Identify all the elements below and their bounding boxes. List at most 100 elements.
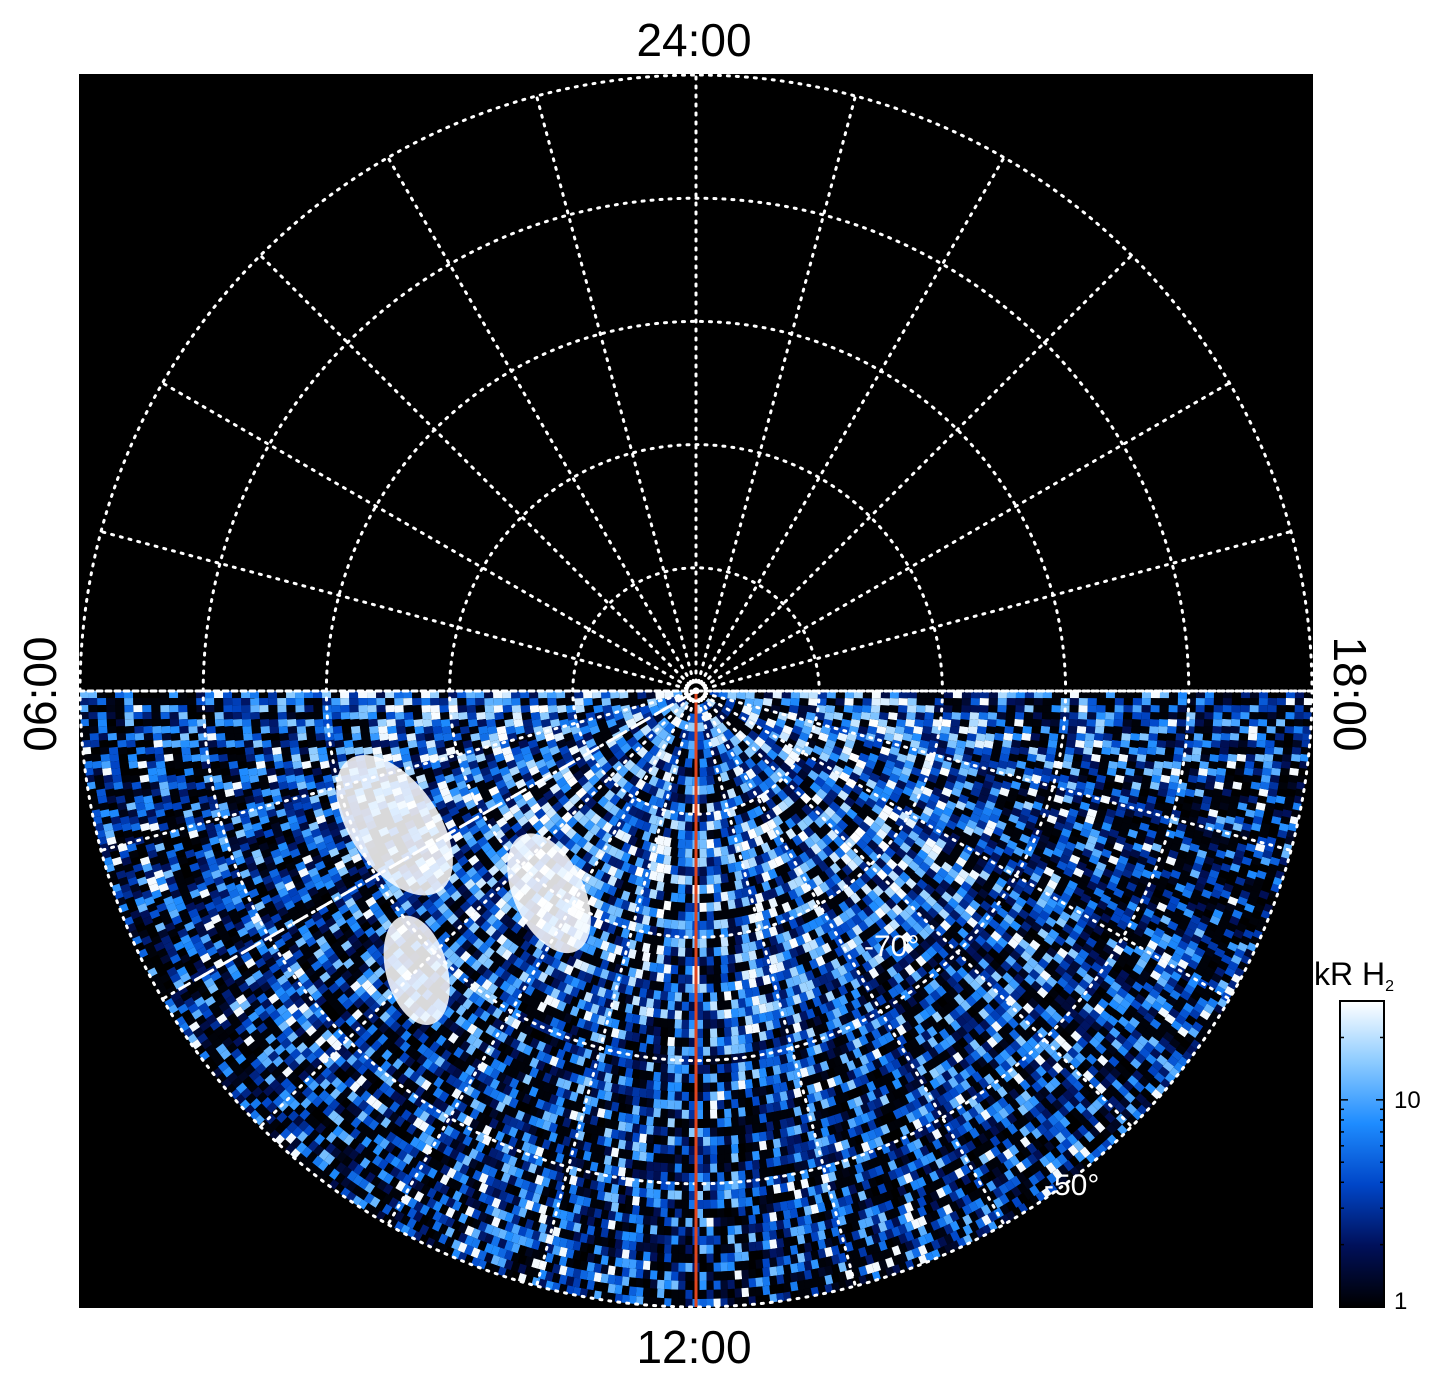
emission-cell [740,840,751,852]
emission-cell [458,786,471,797]
emission-cell [897,711,907,721]
emission-cell [923,718,934,728]
emission-cell [897,829,909,841]
emission-cell [566,776,578,788]
emission-cell [334,739,345,749]
emission-cell [627,902,638,913]
emission-cell [610,697,621,707]
emission-cell [775,737,787,749]
emission-cell [306,732,317,741]
emission-cell [727,844,737,855]
emission-cell [369,732,380,742]
emission-cell [915,818,927,830]
emission-cell [445,746,457,756]
emission-cell [720,891,729,902]
emission-cell [764,776,776,789]
emission-cell [583,830,595,842]
emission-cell [642,740,655,752]
emission-cell [886,829,899,841]
emission-cell [809,781,822,794]
emission-cell [607,865,618,877]
emission-cell [681,1100,690,1110]
emission-cell [543,819,556,831]
emission-cell [810,843,822,855]
emission-cell [911,824,924,836]
emission-cell [442,732,453,742]
emission-cell [826,829,839,841]
emission-cell [663,982,672,992]
emission-cell [479,732,490,742]
emission-cell [674,1073,683,1083]
emission-cell [1094,725,1105,734]
emission-cell [670,883,679,894]
emission-cell [880,691,890,699]
emission-cell [942,712,953,721]
emission-cell [576,847,588,860]
emission-cell [720,845,730,857]
emission-cell [641,896,651,907]
emission-cell [613,906,624,918]
emission-cell [1086,718,1096,727]
emission-cell [620,909,631,921]
emission-cell [547,795,559,807]
emission-cell [1082,746,1093,756]
emission-cell [710,1118,718,1128]
emission-cell [1095,718,1106,727]
emission-cell [737,1107,746,1117]
emission-cell [868,791,881,803]
emission-cell [619,691,629,699]
emission-cell [773,755,785,767]
emission-cell [822,745,834,756]
emission-cell [1047,739,1058,749]
emission-cell [615,718,627,729]
emission-cell [1123,705,1133,713]
emission-cell [667,1118,675,1128]
emission-cell [882,785,894,797]
emission-cell [915,799,928,810]
emission-cell [796,769,809,781]
emission-cell [1015,697,1025,706]
emission-cell [378,732,389,742]
emission-cell [841,864,854,876]
emission-cell [706,793,715,804]
emission-cell [912,805,924,817]
emission-cell [785,768,798,780]
emission-cell [405,726,416,735]
emission-cell [768,897,779,909]
emission-cell [685,983,693,993]
emission-cell [627,873,638,885]
emission-cell [830,812,842,825]
emission-cell [817,860,829,872]
emission-cell [262,746,273,756]
emission-cell [780,872,792,884]
emission-cell [376,704,386,713]
emission-cell [713,874,722,885]
emission-cell [466,691,476,699]
emission-cell [716,1063,725,1074]
emission-cell [741,942,751,953]
emission-cell [804,787,817,799]
emission-cell [471,792,483,804]
emission-cell [751,1105,761,1116]
emission-cell [905,818,917,829]
emission-cell [721,704,733,717]
emission-cell [730,1035,739,1046]
emission-cell [655,881,665,892]
emission-cell [387,725,397,734]
emission-cell [801,763,813,775]
emission-cell [638,1042,648,1053]
emission-cell [529,704,540,714]
emission-cell [709,1046,718,1056]
emission-cell [761,861,772,873]
emission-cell [594,879,605,891]
emission-cell [509,804,521,815]
emission-cell [508,785,520,796]
emission-cell [734,907,744,918]
emission-cell [887,753,898,763]
emission-cell [782,930,792,942]
emission-cell [660,1090,669,1101]
emission-cell [645,1025,655,1036]
emission-cell [723,728,735,741]
emission-cell [702,1082,711,1092]
emission-cell [634,798,646,811]
